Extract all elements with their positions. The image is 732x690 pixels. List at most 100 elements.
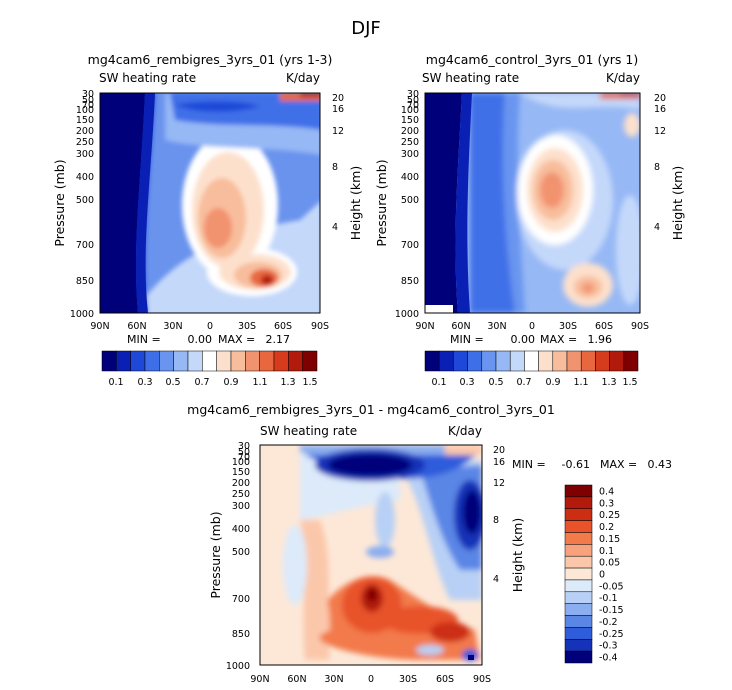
panel-a: mg4cam6_rembigres_3yrs_01 (yrs 1-3) SW h… xyxy=(52,52,363,388)
panel-c-ytick: 50 xyxy=(238,447,250,458)
panel-c-xtick: 60S xyxy=(436,674,454,685)
panel-c-yticks: 30 50 70 100 150 200 250 300 400 500 700… xyxy=(226,441,250,672)
panel-c-colorbar-label: -0.3 xyxy=(599,641,618,652)
panel-a-yticks: 30 50 70 100 150 200 250 300 400 500 700… xyxy=(70,89,94,320)
panel-b-ytick: 500 xyxy=(401,195,419,206)
panel-c-xtick: 0 xyxy=(368,674,374,685)
panel-a-colorbar-label: 1.3 xyxy=(280,377,295,388)
colorbar-swatch xyxy=(273,350,289,372)
panel-b-xtick: 30N xyxy=(487,321,506,332)
panel-a-height-tick: 20 xyxy=(332,93,344,104)
colorbar-swatch xyxy=(173,350,189,372)
panel-c-colorbar-label: -0.15 xyxy=(599,605,624,616)
panel-c-ytick: 500 xyxy=(232,547,250,558)
panel-a-colorbar-labels: 0.1 0.3 0.5 0.7 0.9 1.1 1.3 1.5 xyxy=(108,377,317,388)
panel-c-ytick: 700 xyxy=(232,594,250,605)
colorbar-swatch xyxy=(302,350,318,372)
panel-c-colorbar-label: 0.2 xyxy=(599,522,614,533)
panel-a-xtick: 30N xyxy=(163,321,182,332)
colorbar-swatch xyxy=(623,350,639,372)
panel-c-height-tick: 12 xyxy=(493,478,505,489)
panel-b-ytick: 250 xyxy=(401,137,419,148)
panel-b-units: K/day xyxy=(606,71,640,85)
panel-a-ytick: 500 xyxy=(76,195,94,206)
panel-c-height-tick: 4 xyxy=(493,574,499,585)
colorbar-swatch xyxy=(538,350,554,372)
colorbar-swatch xyxy=(453,350,468,372)
colorbar-swatch xyxy=(564,627,593,640)
colorbar-swatch xyxy=(580,350,596,372)
panel-a-colorbar-label: 1.5 xyxy=(302,377,317,388)
panel-b-height-tick: 12 xyxy=(654,126,666,137)
panel-a-heatmap xyxy=(100,93,320,313)
panel-b-colorbar-label: 0.1 xyxy=(431,377,446,388)
panel-a-minmax: MIN = 0.00 MAX = 2.17 xyxy=(127,333,290,346)
colorbar-swatch xyxy=(564,532,593,545)
panel-b-ylabel: Pressure (mb) xyxy=(374,159,389,246)
panel-a-ytick: 70 xyxy=(82,100,94,111)
panel-c-height-tick: 20 xyxy=(493,445,505,456)
panel-c-title: mg4cam6_rembigres_3yrs_01 - mg4cam6_cont… xyxy=(187,402,555,417)
panel-b-colorbar-labels: 0.1 0.3 0.5 0.7 0.9 1.1 1.3 1.5 xyxy=(431,377,637,388)
panel-b-ytick: 70 xyxy=(407,100,419,111)
panel-c-colorbar-label: 0 xyxy=(599,570,605,581)
panel-b-ytick: 50 xyxy=(407,95,419,106)
panel-a-ytick: 50 xyxy=(82,95,94,106)
panel-b-xtick: 30S xyxy=(559,321,577,332)
panel-a-ytick: 30 xyxy=(82,89,94,100)
panel-b-height-tick: 4 xyxy=(654,222,660,233)
panel-c-minmax: MIN = -0.61 MAX = 0.43 xyxy=(512,458,672,471)
panel-c-min-value: -0.61 xyxy=(562,458,590,471)
panel-a-frame xyxy=(99,92,321,314)
panel-a-units: K/day xyxy=(286,71,320,85)
panel-b-ytick: 150 xyxy=(401,115,419,126)
panel-c-xtick: 30N xyxy=(324,674,343,685)
panel-c-ytick: 1000 xyxy=(226,661,250,672)
panel-c-units: K/day xyxy=(448,424,482,438)
colorbar-swatch xyxy=(564,603,593,616)
panel-b-colorbar-label: 1.3 xyxy=(601,377,616,388)
panel-b-ytick: 30 xyxy=(407,89,419,100)
panel-a-xtick: 0 xyxy=(207,321,213,332)
panel-a-title: mg4cam6_rembigres_3yrs_01 (yrs 1-3) xyxy=(88,52,333,67)
panel-b-min-label: MIN = xyxy=(450,333,484,346)
panel-c-height-tick: 8 xyxy=(493,515,499,526)
panel-c-colorbar-label: -0.1 xyxy=(599,593,618,604)
panel-c-colorbar-label: 0.25 xyxy=(599,510,620,521)
colorbar-swatch xyxy=(564,520,593,533)
panel-c-colorbar-labels: 0.40.30.250.20.150.10.050-0.05-0.1-0.15-… xyxy=(599,486,624,663)
colorbar-swatch xyxy=(202,350,217,372)
panel-b-colorbar-label: 1.1 xyxy=(573,377,588,388)
colorbar-swatch xyxy=(564,496,593,509)
colorbar-swatch xyxy=(481,350,497,372)
panel-b-minmax: MIN = 0.00 MAX = 1.96 xyxy=(450,333,612,346)
panel-c-ytick: 850 xyxy=(232,629,250,640)
panel-c-colorbar-label: -0.2 xyxy=(599,617,618,628)
panel-a-dark-band xyxy=(100,93,145,313)
panel-c-colorbar-label: -0.05 xyxy=(599,581,624,592)
colorbar-swatch xyxy=(187,350,203,372)
panel-b-xtick: 60N xyxy=(451,321,470,332)
panel-c-max-value: 0.43 xyxy=(648,458,673,471)
panel-b-xticks: 90N 60N 30N 0 30S 60S 90S xyxy=(415,321,649,332)
panel-a-colorbar-label: 0.9 xyxy=(223,377,238,388)
panel-a-xticks: 90N 60N 30N 0 30S 60S 90S xyxy=(90,321,329,332)
panel-b-field-label: SW heating rate xyxy=(422,71,519,85)
panel-a-colorbar-label: 0.1 xyxy=(108,377,123,388)
panel-b-colorbar-label: 0.3 xyxy=(459,377,474,388)
panel-b-ytick: 300 xyxy=(401,149,419,160)
panel-b-ytick: 850 xyxy=(401,276,419,287)
panel-a-max-value: 2.17 xyxy=(266,333,291,346)
colorbar-swatch xyxy=(101,350,117,372)
colorbar-swatch xyxy=(609,350,625,372)
colorbar-swatch xyxy=(564,650,593,664)
panel-c-ytick: 30 xyxy=(238,441,250,452)
panel-b-height-ticks: 20 16 12 8 4 xyxy=(654,93,666,233)
colorbar-swatch xyxy=(288,350,303,372)
panel-c-colorbar xyxy=(564,484,593,664)
panel-b-colorbar-label: 0.5 xyxy=(488,377,503,388)
panel-a-xtick: 90S xyxy=(311,321,329,332)
panel-b-ytick: 100 xyxy=(401,105,419,116)
panel-c-height-tick: 16 xyxy=(493,457,505,468)
panel-b-ytick: 1000 xyxy=(395,309,419,320)
